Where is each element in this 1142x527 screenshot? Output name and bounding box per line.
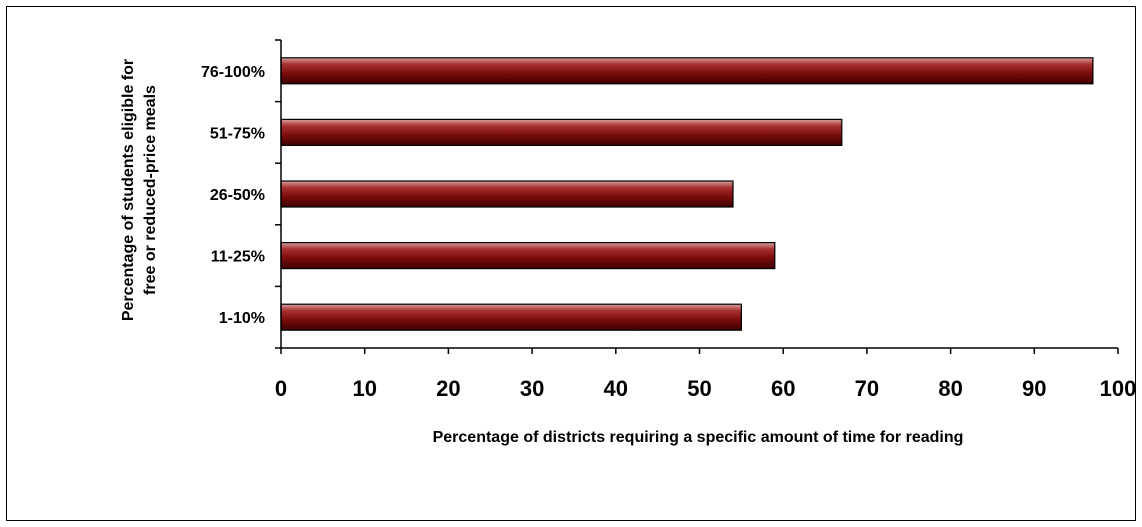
y-tick-label: 1-10% bbox=[219, 310, 265, 327]
labels-layer: 1-10% 11-25% 26-50% 51-75% 76-100% 0 10 20 30 40 5… bbox=[201, 64, 1136, 401]
x-tick-label: 70 bbox=[855, 376, 879, 401]
bar-26-50% bbox=[280, 180, 734, 208]
x-axis-title: Percentage of districts requiring a spec… bbox=[433, 429, 964, 446]
x-tick-label: 50 bbox=[687, 376, 711, 401]
x-tick-label: 40 bbox=[604, 376, 628, 401]
x-tick-label: 20 bbox=[436, 376, 460, 401]
y-tick-label: 26-50% bbox=[210, 187, 265, 204]
bar-1-10% bbox=[280, 303, 742, 331]
bar-76-100% bbox=[280, 57, 1094, 85]
x-tick-label: 10 bbox=[352, 376, 376, 401]
bar-51-75% bbox=[280, 118, 843, 147]
bars-layer bbox=[280, 57, 1094, 331]
x-tick-label: 80 bbox=[938, 376, 962, 401]
x-tick-label: 0 bbox=[275, 376, 287, 401]
y-tick-label: 11-25% bbox=[211, 249, 265, 266]
y-tick-label: 51-75% bbox=[210, 125, 265, 142]
y-tick-label: 76-100% bbox=[201, 64, 265, 81]
bar-11-25% bbox=[280, 242, 776, 270]
x-tick-label: 100 bbox=[1100, 376, 1137, 401]
x-tick-label: 30 bbox=[520, 376, 544, 401]
x-tick-label: 90 bbox=[1022, 376, 1046, 401]
y-axis-title-line-2: free or reduced-price meals bbox=[142, 85, 159, 295]
axes-layer bbox=[275, 39, 1119, 354]
x-tick-label: 60 bbox=[771, 376, 795, 401]
y-axis-title-line-1: Percentage of students eligible for bbox=[120, 59, 137, 321]
